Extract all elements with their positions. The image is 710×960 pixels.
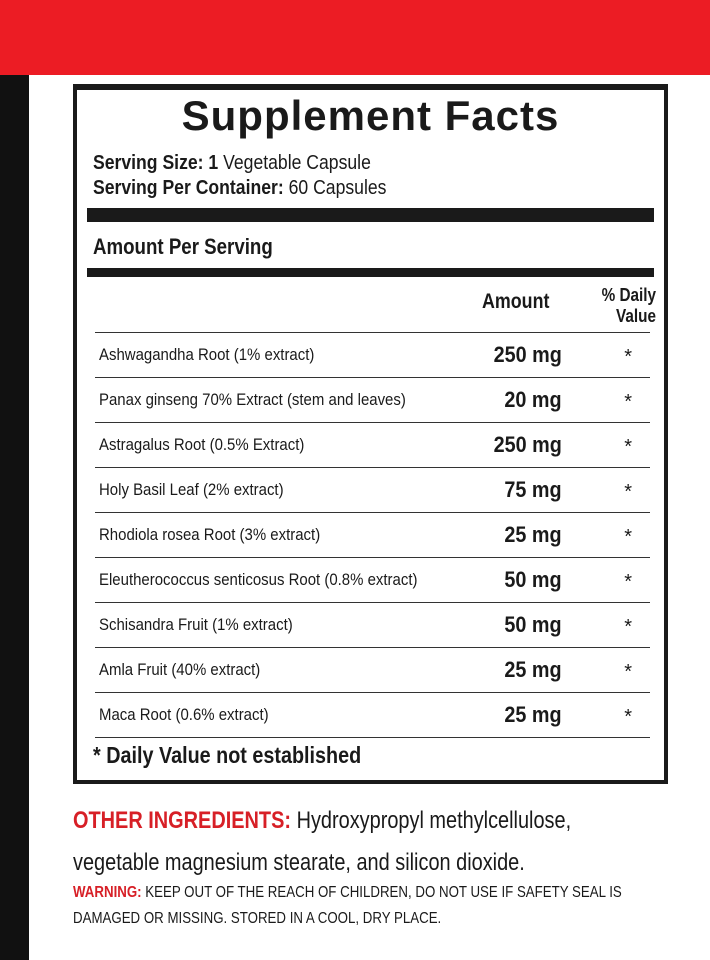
warning-label: WARNING: [73, 884, 142, 901]
dv-header-line1: % Daily [601, 285, 656, 305]
ingredient-name: Rhodiola rosea Root (3% extract) [99, 525, 321, 544]
ingredient-amount: 50 mg [504, 612, 562, 637]
ingredient-name: Panax ginseng 70% Extract (stem and leav… [99, 390, 406, 409]
daily-value-footnote: * Daily Value not established [93, 742, 362, 768]
ingredient-name: Holy Basil Leaf (2% extract) [99, 480, 284, 499]
serving-size: Serving Size: 1 Vegetable Capsule [93, 152, 371, 175]
ingredient-amount: 25 mg [504, 657, 562, 682]
ingredient-name: Ashwagandha Root (1% extract) [99, 345, 315, 364]
table-row: Holy Basil Leaf (2% extract) 75 mg * [95, 467, 650, 512]
warning-text: KEEP OUT OF THE REACH OF CHILDREN, DO NO… [73, 884, 622, 927]
ingredient-table: Ashwagandha Root (1% extract) 250 mg * Pana… [95, 332, 650, 738]
ingredient-daily-value: * [624, 661, 632, 683]
left-black-strip [0, 75, 29, 960]
ingredient-name: Schisandra Fruit (1% extract) [99, 615, 293, 634]
ingredient-name: Amla Fruit (40% extract) [99, 660, 261, 679]
table-row: Schisandra Fruit (1% extract) 50 mg * [95, 602, 650, 647]
table-row: Eleutherococcus senticosus Root (0.8% ex… [95, 557, 650, 602]
ingredient-amount: 20 mg [504, 387, 562, 412]
other-ingredients-text: Hydroxypropyl methylcellulose, vegetable… [73, 807, 572, 876]
table-row: Panax ginseng 70% Extract (stem and leav… [95, 377, 650, 422]
other-ingredients: OTHER INGREDIENTS: Hydroxypropyl methylc… [73, 800, 654, 884]
ingredient-daily-value: * [624, 706, 632, 728]
serving-size-unit: Vegetable Capsule [223, 152, 371, 174]
column-header-daily-value: % Daily Value [602, 285, 656, 327]
ingredient-amount: 25 mg [504, 702, 562, 727]
ingredient-daily-value: * [624, 571, 632, 593]
warning: WARNING: KEEP OUT OF THE REACH OF CHILDR… [73, 880, 654, 932]
ingredient-amount: 250 mg [493, 432, 562, 457]
top-red-bar [0, 0, 710, 75]
servings-per-container-label: Serving Per Container: [93, 177, 284, 199]
table-row: Astragalus Root (0.5% Extract) 250 mg * [95, 422, 650, 467]
column-header-amount: Amount [482, 290, 550, 313]
table-row: Amla Fruit (40% extract) 25 mg * [95, 647, 650, 692]
ingredient-daily-value: * [624, 346, 632, 368]
ingredient-name: Maca Root (0.6% extract) [99, 705, 269, 724]
serving-size-value: 1 [208, 152, 219, 174]
ingredient-amount: 50 mg [504, 567, 562, 592]
panel-title: Supplement Facts [181, 92, 560, 139]
table-row: Maca Root (0.6% extract) 25 mg * [95, 692, 650, 738]
divider-thick [87, 208, 654, 222]
ingredient-daily-value: * [624, 391, 632, 413]
ingredient-amount: 25 mg [504, 522, 562, 547]
ingredient-amount: 250 mg [493, 342, 562, 367]
ingredient-amount: 75 mg [504, 477, 562, 502]
dv-header-line2: Value [616, 306, 656, 326]
other-ingredients-label: OTHER INGREDIENTS: [73, 807, 292, 834]
servings-per-container-value: 60 Capsules [288, 177, 387, 199]
ingredient-name: Astragalus Root (0.5% Extract) [99, 435, 305, 454]
table-row: Rhodiola rosea Root (3% extract) 25 mg * [95, 512, 650, 557]
ingredient-daily-value: * [624, 481, 632, 503]
amount-per-serving-heading: Amount Per Serving [93, 234, 273, 259]
table-row: Ashwagandha Root (1% extract) 250 mg * [95, 332, 650, 377]
supplement-facts-panel: Supplement Facts Serving Size: 1 Vegetab… [73, 84, 668, 784]
servings-per-container: Serving Per Container: 60 Capsules [93, 177, 386, 200]
ingredient-daily-value: * [624, 436, 632, 458]
ingredient-name: Eleutherococcus senticosus Root (0.8% ex… [99, 570, 418, 589]
divider-thick [87, 268, 654, 277]
serving-size-label: Serving Size: [93, 152, 204, 174]
ingredient-daily-value: * [624, 616, 632, 638]
ingredient-daily-value: * [624, 526, 632, 548]
